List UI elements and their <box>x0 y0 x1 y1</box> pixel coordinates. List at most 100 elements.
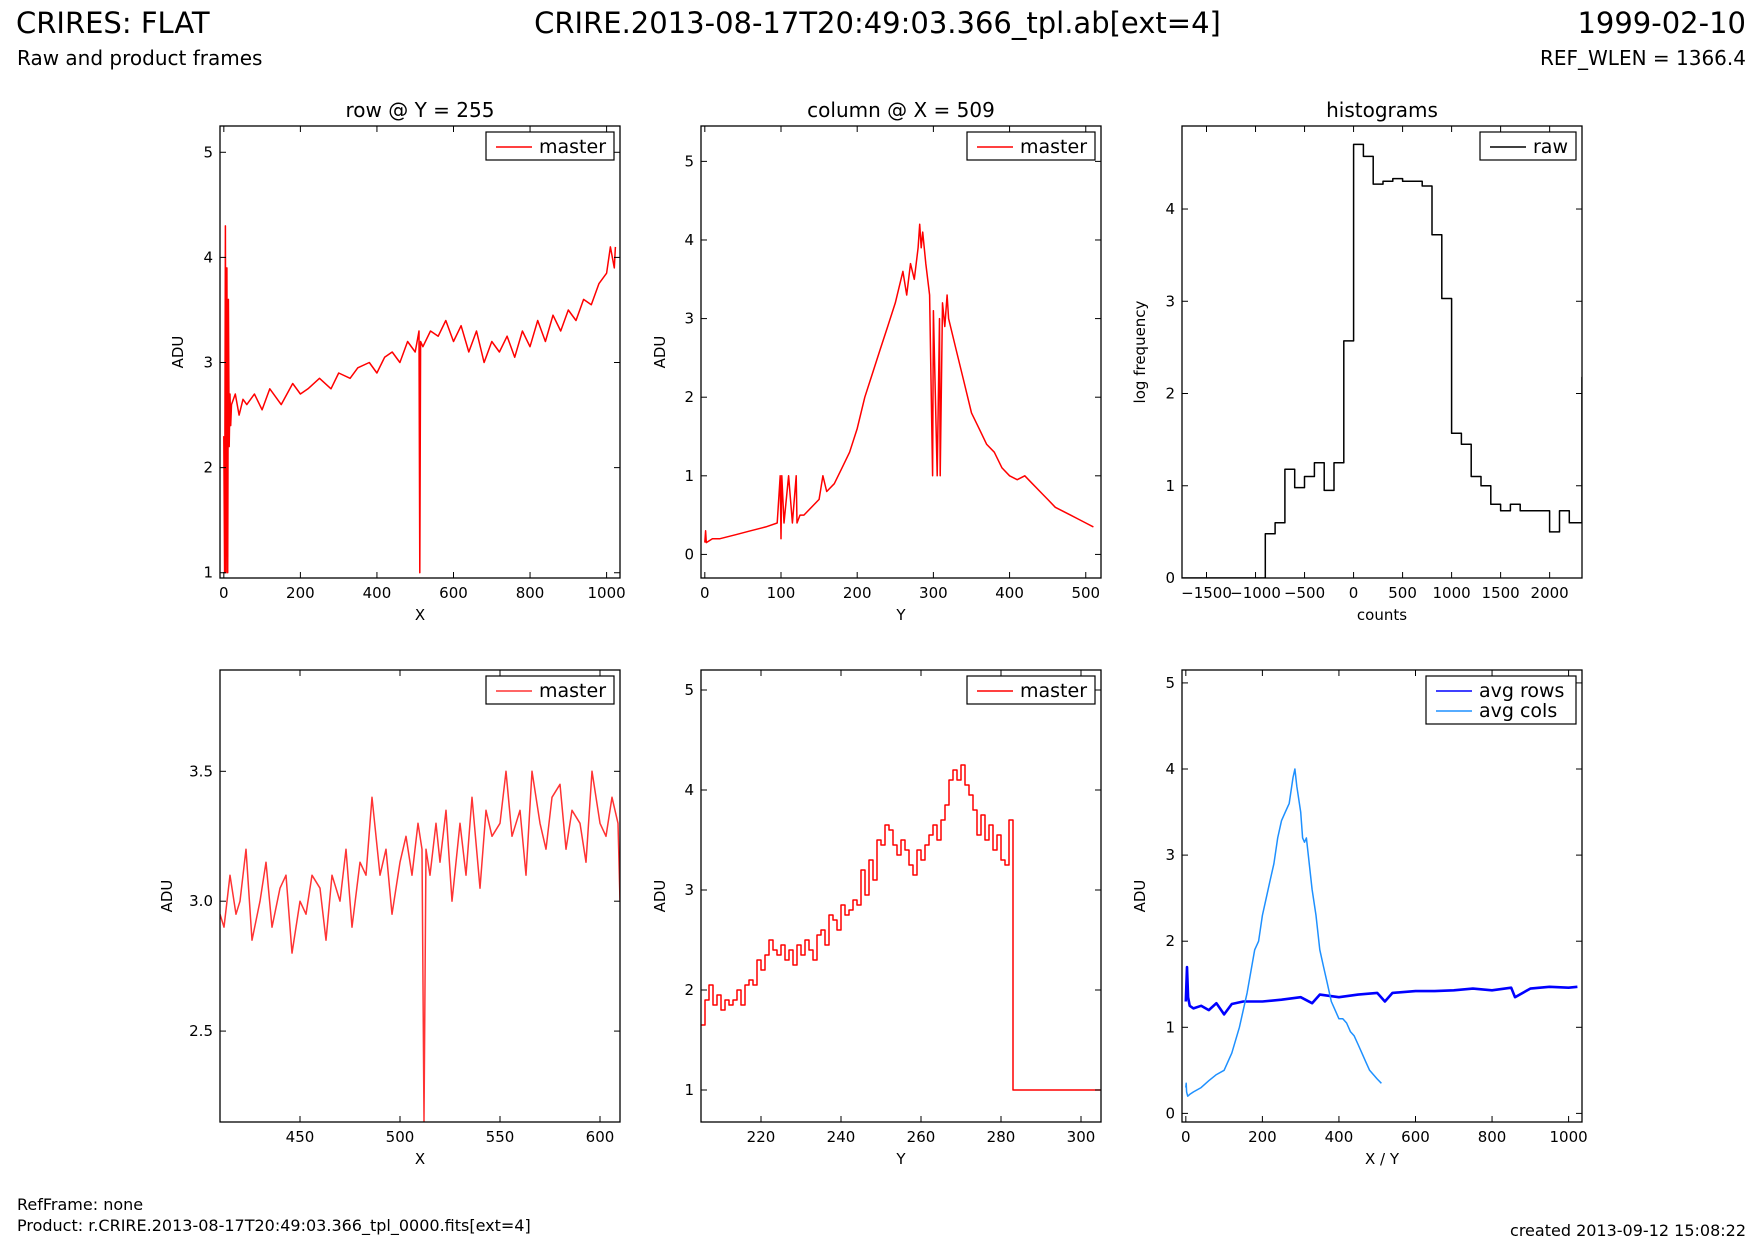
y-tick-label: 2 <box>684 388 694 406</box>
y-axis-label: log frequency <box>1131 300 1149 403</box>
footer-ref-frame: RefFrame: none <box>17 1195 144 1214</box>
panel-title: row @ Y = 255 <box>346 98 495 122</box>
x-tick-label: −500 <box>1284 584 1325 602</box>
x-tick-label: 450 <box>286 1128 315 1146</box>
x-tick-label: 2000 <box>1531 584 1569 602</box>
y-tick-label: 5 <box>684 681 694 699</box>
panel-averages: 0 200 400 600 800 1000 0 1 2 3 4 5 X / Y ADU avg rowsa… <box>1131 669 1588 1168</box>
series-row-master <box>223 225 617 574</box>
x-tick-label: 1000 <box>1433 584 1471 602</box>
x-axis-label: X <box>415 1150 425 1168</box>
y-tick-label: 1 <box>203 564 213 582</box>
y-tick-label: 2 <box>203 459 213 477</box>
y-tick-label: 2 <box>684 981 694 999</box>
legend-entry: master <box>539 680 606 702</box>
x-axis-label: X <box>415 606 425 624</box>
y-tick-label: 3.5 <box>189 762 213 780</box>
x-tick-label: 100 <box>767 584 796 602</box>
y-tick-label: 2 <box>1165 932 1175 950</box>
y-axis-label: ADU <box>158 880 176 913</box>
x-tick-label: −1000 <box>1230 584 1281 602</box>
panel-title: histograms <box>1326 98 1438 122</box>
y-tick-label: 0 <box>684 545 694 563</box>
legend: raw <box>1479 131 1577 161</box>
x-axis-label: Y <box>895 1150 906 1168</box>
x-tick-label: 200 <box>1248 1128 1277 1146</box>
x-tick-label: 400 <box>363 584 392 602</box>
panel-row-zoom: 450 500 550 600 2.5 3.0 3.5 X ADU master <box>158 669 621 1168</box>
y-tick-label: 3 <box>203 354 213 372</box>
panel-column-zoom: 220 240 260 280 300 1 2 3 4 5 Y ADU master <box>651 669 1102 1168</box>
y-tick-label: 0 <box>1165 569 1175 587</box>
y-tick-label: 3 <box>684 310 694 328</box>
x-tick-label: 500 <box>386 1128 415 1146</box>
x-tick-label: 0 <box>219 584 229 602</box>
series-histograms-raw <box>1182 143 1582 578</box>
axes-frame <box>219 669 621 1123</box>
legend: master <box>485 675 615 705</box>
legend-entry: avg rows <box>1479 680 1564 702</box>
x-tick-label: 500 <box>1071 584 1100 602</box>
legend-entry: master <box>539 136 606 158</box>
y-tick-label: 1 <box>684 1081 694 1099</box>
axes-frame <box>219 125 621 579</box>
x-tick-label: 300 <box>1067 1128 1096 1146</box>
x-tick-label: 0 <box>1181 1128 1191 1146</box>
series-column-master <box>704 223 1094 544</box>
y-axis-label: ADU <box>651 880 669 913</box>
x-tick-label: 280 <box>987 1128 1016 1146</box>
panel-histograms: −1500−1000 −500 0 500 1000 1500 2000 0 1 2 3 4 histo… <box>1131 98 1583 624</box>
y-tick-label: 4 <box>1165 760 1175 778</box>
series-row-zoom-master <box>220 770 620 1122</box>
axes-frame <box>1181 125 1583 579</box>
series-averages-avg-cols <box>1185 768 1382 1097</box>
x-tick-label: 1000 <box>1550 1128 1588 1146</box>
legend: master <box>966 675 1096 705</box>
y-tick-label: 1 <box>1165 477 1175 495</box>
footer-created: created 2013-09-12 15:08:22 <box>1510 1221 1746 1240</box>
header-left-title: CRIRES: FLAT <box>16 6 210 40</box>
x-tick-label: 260 <box>907 1128 936 1146</box>
y-axis-label: ADU <box>1131 880 1149 913</box>
y-tick-label: 4 <box>684 781 694 799</box>
x-tick-label: 600 <box>586 1128 615 1146</box>
legend-entry: raw <box>1533 136 1568 158</box>
y-axis-label: ADU <box>169 336 187 369</box>
x-tick-label: 240 <box>827 1128 856 1146</box>
legend-entry: master <box>1020 680 1087 702</box>
y-tick-label: 4 <box>203 248 213 266</box>
x-tick-label: 400 <box>1325 1128 1354 1146</box>
x-tick-label: 220 <box>747 1128 776 1146</box>
header-center-title: CRIRE.2013-08-17T20:49:03.366_tpl.ab[ext… <box>534 6 1221 40</box>
y-axis-label: ADU <box>651 336 669 369</box>
x-tick-label: 0 <box>700 584 710 602</box>
header-left-subtitle: Raw and product frames <box>17 46 263 70</box>
legend: master <box>966 131 1096 161</box>
y-tick-label: 5 <box>203 143 213 161</box>
y-tick-label: 3.0 <box>189 892 213 910</box>
x-tick-label: 0 <box>1349 584 1359 602</box>
y-tick-label: 2 <box>1165 385 1175 403</box>
legend-entry: master <box>1020 136 1087 158</box>
x-tick-label: 400 <box>995 584 1024 602</box>
legend: master <box>485 131 615 161</box>
axes-frame <box>700 125 1102 579</box>
x-tick-label: 800 <box>1478 1128 1507 1146</box>
series-column-zoom-master <box>701 764 1101 1091</box>
x-axis-label: Y <box>895 606 906 624</box>
axes-frame <box>1181 669 1583 1123</box>
y-tick-label: 4 <box>684 231 694 249</box>
axes-frame <box>700 669 1102 1123</box>
panel-row: 0 200 400 600 800 1000 1 2 3 4 5 row @ Y = 255 X ADU m… <box>169 98 626 624</box>
x-tick-label: 500 <box>1388 584 1417 602</box>
footer-product: Product: r.CRIRE.2013-08-17T20:49:03.366… <box>17 1216 531 1235</box>
legend-entry: avg cols <box>1479 700 1557 722</box>
y-tick-label: 5 <box>1165 674 1175 692</box>
y-tick-label: 4 <box>1165 200 1175 218</box>
x-axis-label: counts <box>1357 606 1407 624</box>
header-right-date: 1999-02-10 <box>1577 6 1746 40</box>
panel-title: column @ X = 509 <box>807 98 995 122</box>
panel-column: 0 100 200 300 400 500 0 1 2 3 4 5 column @ X = 509 Y A… <box>651 98 1102 624</box>
y-tick-label: 1 <box>1165 1018 1175 1036</box>
x-tick-label: 200 <box>843 584 872 602</box>
